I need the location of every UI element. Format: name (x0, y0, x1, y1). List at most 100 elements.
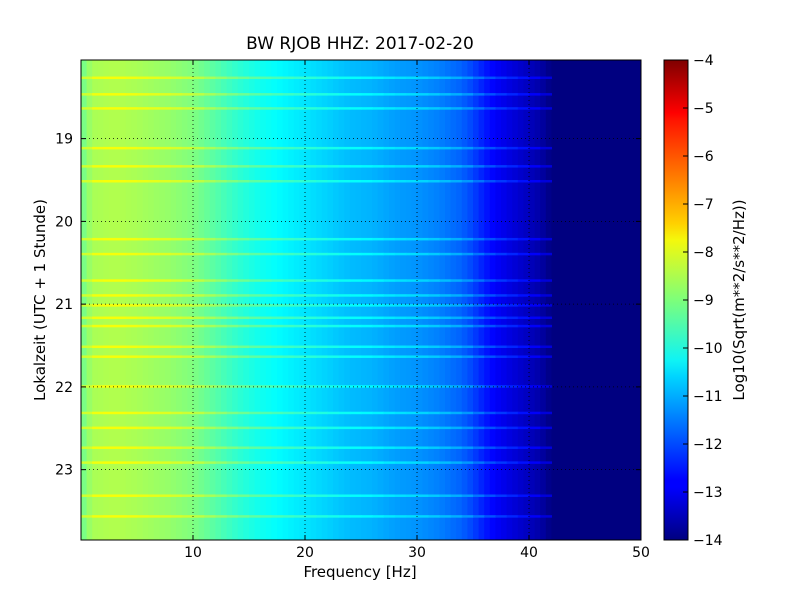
heatmap-band (92, 252, 104, 256)
heatmap-band (450, 294, 463, 297)
heatmap-band (249, 279, 261, 282)
heatmap-band (540, 93, 552, 96)
heatmap-band (316, 76, 328, 80)
heatmap-band (338, 279, 351, 282)
heatmap-band (215, 515, 228, 518)
heatmap-band (417, 411, 429, 415)
heatmap-band (439, 93, 452, 96)
heatmap-band (327, 461, 340, 464)
heatmap-band (495, 237, 508, 241)
heatmap-band (540, 494, 552, 497)
heatmap-band (540, 76, 552, 80)
heatmap-band (170, 279, 183, 282)
heatmap-column (433, 60, 440, 540)
heatmap-band (417, 304, 429, 307)
heatmap-band (181, 385, 194, 388)
heatmap-band (293, 324, 306, 328)
heatmap-band (271, 446, 284, 449)
heatmap-band (305, 237, 317, 241)
heatmap-band (271, 304, 284, 307)
heatmap-band (394, 294, 407, 297)
heatmap-band (249, 426, 261, 430)
heatmap-band (204, 180, 216, 183)
heatmap-band (349, 345, 362, 348)
heatmap-band (81, 411, 93, 415)
heatmap-band (361, 107, 373, 110)
heatmap-column (148, 60, 155, 540)
colorbar-tick-label: −9 (693, 293, 714, 309)
heatmap-band (215, 316, 228, 320)
heatmap-band (260, 107, 272, 110)
heatmap-band (215, 252, 228, 256)
heatmap-column (338, 60, 345, 540)
heatmap-band (405, 146, 418, 150)
heatmap-band (249, 252, 261, 256)
heatmap-column (523, 60, 530, 540)
heatmap-band (338, 165, 351, 168)
heatmap-band (148, 411, 160, 415)
heatmap-band (338, 324, 351, 328)
heatmap-band (181, 446, 194, 449)
heatmap-band (226, 345, 239, 348)
heatmap-column (193, 60, 200, 540)
heatmap-band (338, 107, 351, 110)
heatmap-band (193, 515, 205, 518)
heatmap-column (349, 60, 356, 540)
heatmap-band (260, 180, 272, 183)
heatmap-band (249, 355, 261, 358)
heatmap-band (215, 279, 228, 282)
heatmap-band (282, 345, 295, 348)
heatmap-band (439, 411, 452, 415)
heatmap-band (405, 355, 418, 358)
heatmap-band (114, 515, 127, 518)
heatmap-band (305, 279, 317, 282)
heatmap-band (372, 237, 384, 241)
heatmap-band (92, 316, 104, 320)
heatmap-band (114, 426, 127, 430)
heatmap-band (226, 279, 239, 282)
heatmap-band (282, 93, 295, 96)
heatmap-band (271, 279, 284, 282)
heatmap-band (237, 165, 250, 168)
heatmap-band (428, 461, 440, 464)
heatmap-band (529, 461, 541, 464)
heatmap-column (305, 60, 312, 540)
heatmap-band (495, 461, 508, 464)
heatmap-band (417, 446, 429, 449)
heatmap-band (473, 294, 485, 297)
heatmap-band (394, 446, 407, 449)
heatmap-band (260, 324, 272, 328)
heatmap-band (473, 411, 485, 415)
colorbar: −4 −5 −6 −7 −8 −9 −10 −11 −12 −13 −14 Log10(Sqrt(m… (663, 53, 748, 549)
heatmap-band (361, 146, 373, 150)
heatmap-band (405, 107, 418, 110)
heatmap-band (181, 494, 194, 497)
heatmap-band (338, 355, 351, 358)
colorbar-tick-label: −5 (693, 101, 714, 117)
heatmap-band (506, 107, 519, 110)
heatmap-band (439, 316, 452, 320)
heatmap-band (137, 294, 149, 297)
heatmap-band (92, 237, 104, 241)
heatmap-band (540, 165, 552, 168)
heatmap-band (439, 345, 452, 348)
heatmap-band (439, 385, 452, 388)
heatmap-band (473, 107, 485, 110)
heatmap-band (237, 411, 250, 415)
heatmap-band (417, 146, 429, 150)
heatmap-band (405, 165, 418, 168)
heatmap-band (450, 385, 463, 388)
heatmap-band (114, 461, 127, 464)
heatmap-band (204, 385, 216, 388)
heatmap-band (484, 411, 496, 415)
heatmap-band (193, 385, 205, 388)
heatmap-band (316, 461, 328, 464)
heatmap-column (299, 60, 306, 540)
heatmap-column (562, 60, 569, 540)
heatmap-band (204, 252, 216, 256)
heatmap-band (237, 461, 250, 464)
heatmap-band (249, 165, 261, 168)
heatmap-band (249, 107, 261, 110)
heatmap-band (361, 515, 373, 518)
x-tick-label: 40 (520, 545, 538, 561)
